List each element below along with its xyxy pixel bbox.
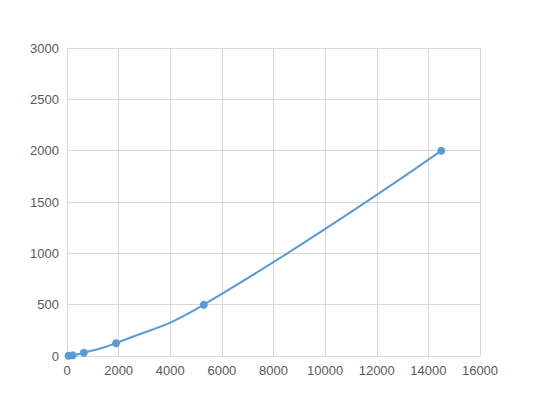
svg-text:0: 0 xyxy=(52,349,59,364)
svg-text:1000: 1000 xyxy=(30,246,59,261)
svg-text:3000: 3000 xyxy=(30,41,59,56)
svg-text:8000: 8000 xyxy=(259,363,288,378)
svg-text:6000: 6000 xyxy=(207,363,236,378)
svg-text:1500: 1500 xyxy=(30,195,59,210)
svg-text:500: 500 xyxy=(37,297,59,312)
svg-text:2500: 2500 xyxy=(30,92,59,107)
svg-text:10000: 10000 xyxy=(307,363,343,378)
svg-text:12000: 12000 xyxy=(359,363,395,378)
svg-text:16000: 16000 xyxy=(462,363,498,378)
svg-text:0: 0 xyxy=(63,363,70,378)
svg-text:4000: 4000 xyxy=(156,363,185,378)
svg-text:2000: 2000 xyxy=(104,363,133,378)
svg-text:14000: 14000 xyxy=(410,363,446,378)
svg-text:2000: 2000 xyxy=(30,143,59,158)
